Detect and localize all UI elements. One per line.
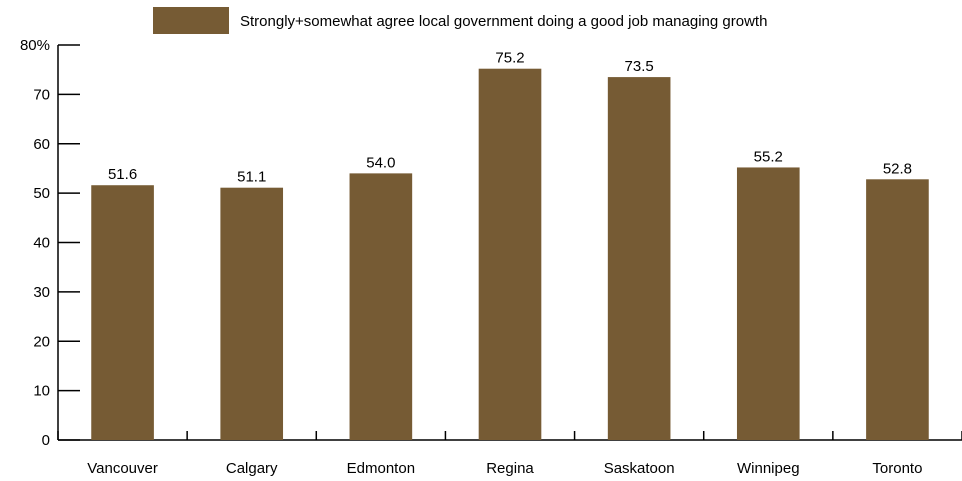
x-axis: Vancouver Calgary Edmonton Regina Saskatoon W… xyxy=(57,431,962,477)
legend: Strongly+somewhat agree local government… xyxy=(153,7,767,34)
x-tick-label: Vancouver xyxy=(87,460,158,477)
bar-value-label: 54.0 xyxy=(366,154,395,171)
x-tick-label: Calgary xyxy=(226,460,278,477)
y-tick-label: 0 xyxy=(42,432,50,449)
bar-value-label: 51.1 xyxy=(237,169,266,186)
bar-value-label: 55.2 xyxy=(754,148,783,165)
bar-value-label: 75.2 xyxy=(495,50,524,67)
bar-value-label: 52.8 xyxy=(883,160,912,177)
value-labels: 51.6 51.1 54.0 75.2 73.5 55.2 52.8 xyxy=(108,50,912,186)
y-tick-label: 50 xyxy=(33,185,50,202)
y-axis: 0 10 20 30 40 50 60 70 80% xyxy=(20,37,80,449)
bar xyxy=(607,77,671,440)
bar-value-label: 73.5 xyxy=(625,58,654,75)
x-tick-label: Toronto xyxy=(872,460,922,477)
y-tick-label: 10 xyxy=(33,383,50,400)
y-tick-label: 70 xyxy=(33,86,50,103)
bars xyxy=(91,68,929,441)
bar xyxy=(866,179,929,441)
x-tick-label: Winnipeg xyxy=(737,460,800,477)
bar xyxy=(91,185,154,440)
legend-label: Strongly+somewhat agree local government… xyxy=(240,13,767,30)
y-tick-label: 20 xyxy=(33,333,50,350)
bar xyxy=(220,187,284,440)
bar xyxy=(478,68,542,440)
y-tick-label: 60 xyxy=(33,136,50,153)
x-tick-label: Regina xyxy=(486,460,534,477)
bar xyxy=(349,173,413,440)
bar xyxy=(736,167,800,440)
bar-value-label: 51.6 xyxy=(108,166,137,183)
x-tick-label: Edmonton xyxy=(347,460,415,477)
x-tick-label: Saskatoon xyxy=(604,460,675,477)
y-tick-label: 30 xyxy=(33,284,50,301)
y-tick-label: 40 xyxy=(33,235,50,252)
y-tick-label: 80% xyxy=(20,37,50,54)
legend-swatch xyxy=(153,7,229,34)
